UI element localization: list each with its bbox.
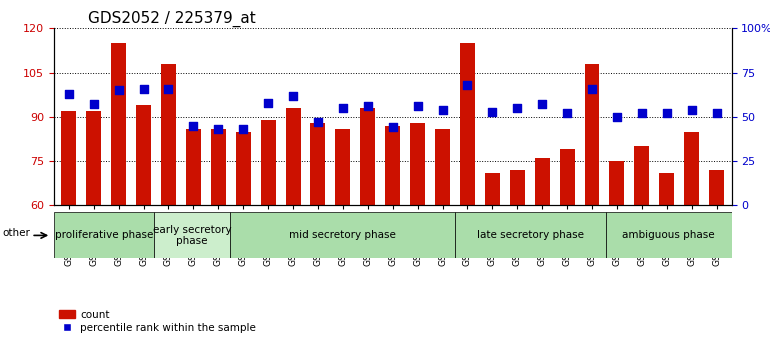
Bar	[609, 161, 624, 354]
Bar	[709, 170, 724, 354]
Bar	[229, 212, 455, 258]
Bar	[584, 64, 600, 354]
Bar	[606, 212, 732, 258]
Bar	[460, 43, 475, 354]
Point	[262, 100, 274, 105]
Bar	[485, 173, 500, 354]
Point	[486, 109, 498, 114]
Point	[237, 126, 249, 132]
Point	[586, 86, 598, 91]
Bar	[211, 129, 226, 354]
Bar	[54, 212, 154, 258]
Bar	[286, 108, 300, 354]
Point	[411, 103, 424, 109]
Bar	[360, 108, 375, 354]
Point	[62, 91, 75, 97]
Bar	[634, 146, 649, 354]
Bar	[336, 129, 350, 354]
Point	[387, 125, 399, 130]
Point	[187, 123, 199, 129]
Point	[711, 110, 723, 116]
Bar	[186, 129, 201, 354]
Point	[636, 110, 648, 116]
Point	[561, 110, 573, 116]
Bar	[161, 64, 176, 354]
Point	[162, 86, 175, 91]
Point	[461, 82, 474, 88]
Point	[685, 107, 698, 113]
Bar	[261, 120, 276, 354]
Bar	[154, 212, 229, 258]
Bar	[310, 123, 326, 354]
Point	[661, 110, 673, 116]
Point	[88, 102, 100, 107]
Point	[611, 114, 623, 120]
Bar	[236, 132, 251, 354]
Bar	[410, 123, 425, 354]
Point	[437, 107, 449, 113]
Point	[137, 86, 149, 91]
Text: early secretory
phase: early secretory phase	[152, 224, 231, 246]
Bar	[510, 170, 524, 354]
Point	[336, 105, 349, 111]
Bar	[385, 126, 400, 354]
Point	[312, 119, 324, 125]
Bar	[111, 43, 126, 354]
Bar	[560, 149, 574, 354]
Text: late secretory phase: late secretory phase	[477, 230, 584, 240]
Text: ambiguous phase: ambiguous phase	[622, 230, 715, 240]
Bar	[534, 158, 550, 354]
Text: other: other	[3, 228, 31, 238]
Text: mid secretory phase: mid secretory phase	[289, 230, 396, 240]
Point	[213, 126, 225, 132]
Bar	[455, 212, 606, 258]
Point	[287, 93, 300, 98]
Point	[536, 102, 548, 107]
Bar	[659, 173, 675, 354]
Bar	[685, 132, 699, 354]
Bar	[62, 111, 76, 354]
Point	[511, 105, 524, 111]
Bar	[435, 129, 450, 354]
Point	[112, 87, 125, 93]
Text: GDS2052 / 225379_at: GDS2052 / 225379_at	[88, 11, 256, 27]
Legend: count, percentile rank within the sample: count, percentile rank within the sample	[59, 310, 256, 333]
Bar	[136, 105, 151, 354]
Bar	[86, 111, 101, 354]
Point	[362, 103, 374, 109]
Text: proliferative phase: proliferative phase	[55, 230, 153, 240]
